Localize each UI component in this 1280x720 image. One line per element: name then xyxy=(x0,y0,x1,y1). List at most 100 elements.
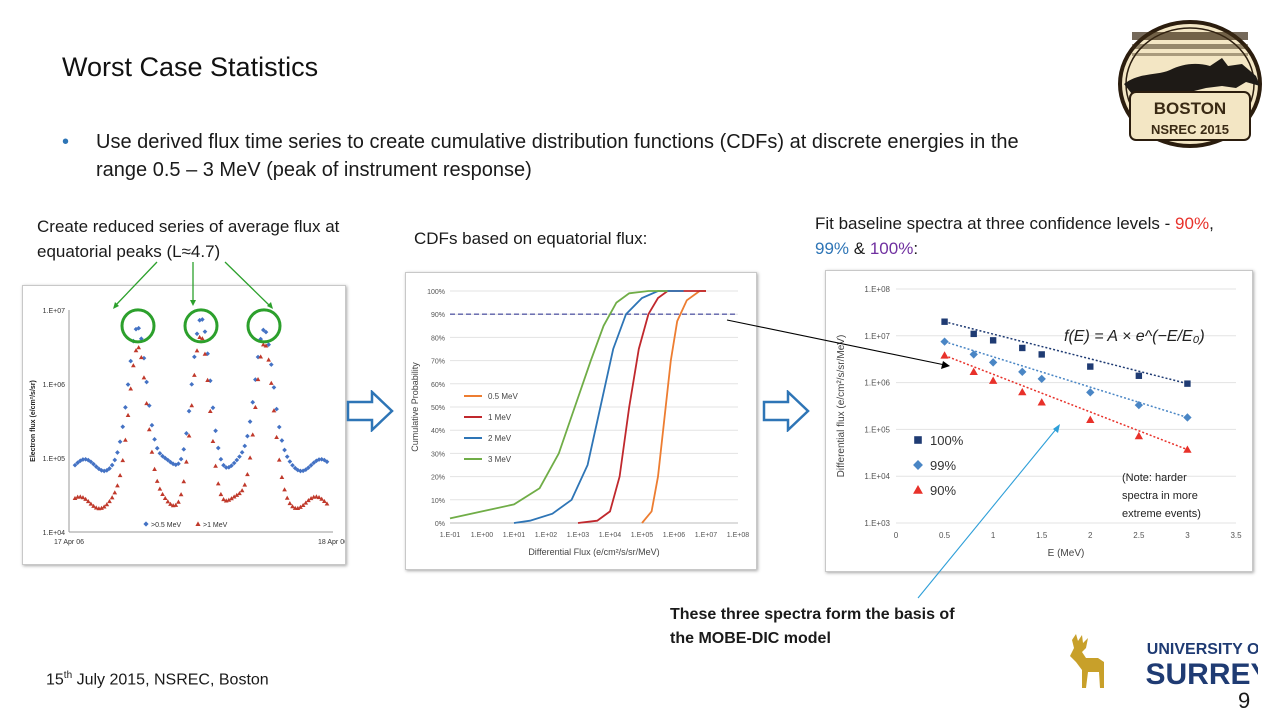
data-point xyxy=(266,357,271,362)
data-point xyxy=(91,503,96,508)
data-point xyxy=(176,499,181,504)
caption-reduced-series: Create reduced series of average flux at… xyxy=(37,217,340,261)
caption-suffix: : xyxy=(913,239,919,258)
data-point xyxy=(1134,431,1144,440)
data-point xyxy=(1018,367,1027,376)
y-tick-label: 1.E+04 xyxy=(864,472,890,481)
data-point xyxy=(154,478,160,483)
data-point xyxy=(306,465,311,471)
data-point xyxy=(989,337,997,344)
data-point xyxy=(173,502,179,507)
x-tick-label: 0.5 xyxy=(939,531,951,540)
data-point xyxy=(234,492,240,497)
data-point xyxy=(221,462,226,468)
data-point xyxy=(245,433,250,439)
flux-time-series-svg: 1.E+04 1.E+05 1.E+06 1.E+07 17 Apr 06 18 Apr … xyxy=(30,308,348,546)
data-point xyxy=(170,461,176,467)
caption-90: 90% xyxy=(1175,214,1210,233)
x-tick-label: 1.E+05 xyxy=(631,532,653,539)
data-point xyxy=(260,327,266,333)
data-point xyxy=(284,454,290,460)
data-point xyxy=(988,358,998,367)
surrey-logo: UNIVERSITY OF SURREY xyxy=(1070,634,1258,691)
data-point xyxy=(162,495,168,501)
footer-sup: th xyxy=(63,670,73,681)
data-point xyxy=(72,462,78,468)
x-tick-label: 1.E-01 xyxy=(440,532,461,539)
data-point xyxy=(290,462,295,468)
data-point xyxy=(1086,415,1095,424)
data-point xyxy=(276,424,282,430)
y-axis-title: Differential flux (e/cm²/s/sr/MeV) xyxy=(836,335,847,478)
data-point xyxy=(115,483,120,488)
data-point xyxy=(1135,372,1143,379)
fit-trendline xyxy=(944,340,1188,419)
data-point xyxy=(120,424,126,430)
y-tick-label: 40% xyxy=(431,428,445,435)
data-point xyxy=(263,343,269,348)
data-point xyxy=(128,386,134,391)
data-point xyxy=(1037,398,1046,406)
data-point xyxy=(279,438,285,443)
data-point xyxy=(253,404,258,410)
cdf-chart: 0% 10% 20% 30% 40% 50% 60% 70% 80% 90% 100% 1.E-01 1… xyxy=(405,272,757,570)
y-tick-label: 100% xyxy=(427,289,445,296)
data-point xyxy=(282,487,287,492)
data-point xyxy=(215,445,221,451)
data-point xyxy=(1134,400,1144,410)
footer: 15th July 2015, NSREC, Boston xyxy=(46,670,269,689)
slide-title: Worst Case Statistics xyxy=(62,52,319,82)
data-point xyxy=(1019,344,1026,352)
y-tick-label: 80% xyxy=(431,335,445,342)
data-point xyxy=(117,439,123,445)
data-point xyxy=(104,502,110,507)
data-point xyxy=(324,501,330,506)
flux-time-series-chart: 1.E+04 1.E+05 1.E+06 1.E+07 17 Apr 06 18 Apr … xyxy=(22,285,348,565)
data-point xyxy=(940,351,949,359)
x-tick-label: 3 xyxy=(1185,531,1190,540)
data-point xyxy=(181,479,187,484)
data-point xyxy=(237,491,242,496)
data-point xyxy=(165,499,171,504)
spectra-note-line: (Note: harder xyxy=(1122,472,1187,484)
series-line xyxy=(513,290,684,524)
x-tick-label: 1 xyxy=(991,531,996,540)
data-point xyxy=(213,463,218,468)
data-point xyxy=(197,317,203,323)
data-point xyxy=(319,496,325,501)
data-point xyxy=(231,494,237,499)
bullet-dot-icon: • xyxy=(62,131,70,153)
data-point xyxy=(1018,387,1027,396)
y-axis-title: Cumulative Probability xyxy=(410,362,420,452)
data-point xyxy=(1087,363,1094,370)
data-point xyxy=(178,492,184,497)
fit-trendline xyxy=(944,354,1188,451)
y-tick-label: 10% xyxy=(431,498,445,505)
y-tick-label: 60% xyxy=(431,382,445,389)
data-point xyxy=(136,345,142,350)
x-tick-label: 17 Apr 06 xyxy=(54,539,84,546)
data-point xyxy=(186,433,192,438)
data-point xyxy=(247,455,253,460)
legend-label: >1 MeV xyxy=(203,522,228,529)
y-tick-label: 1.E+05 xyxy=(43,456,65,463)
data-point xyxy=(146,427,152,432)
legend-label: >0.5 MeV xyxy=(151,522,181,529)
y-tick-label: 1.E+04 xyxy=(43,530,65,537)
legend-marker xyxy=(914,436,922,444)
data-point xyxy=(245,472,250,477)
data-point xyxy=(85,498,91,504)
x-tick-label: 1.E+04 xyxy=(599,532,621,539)
data-point xyxy=(229,496,234,501)
data-point xyxy=(255,377,261,382)
peak-highlight-circle-1 xyxy=(120,308,156,344)
data-point xyxy=(120,457,126,463)
data-point xyxy=(223,465,229,470)
data-point xyxy=(109,462,115,468)
y-tick-label: 1.E+03 xyxy=(864,519,890,528)
x-tick-label: 0 xyxy=(894,531,899,540)
data-point xyxy=(279,474,285,480)
x-tick-label: 1.E+08 xyxy=(727,532,749,539)
data-point xyxy=(268,380,274,385)
data-point xyxy=(149,449,155,454)
